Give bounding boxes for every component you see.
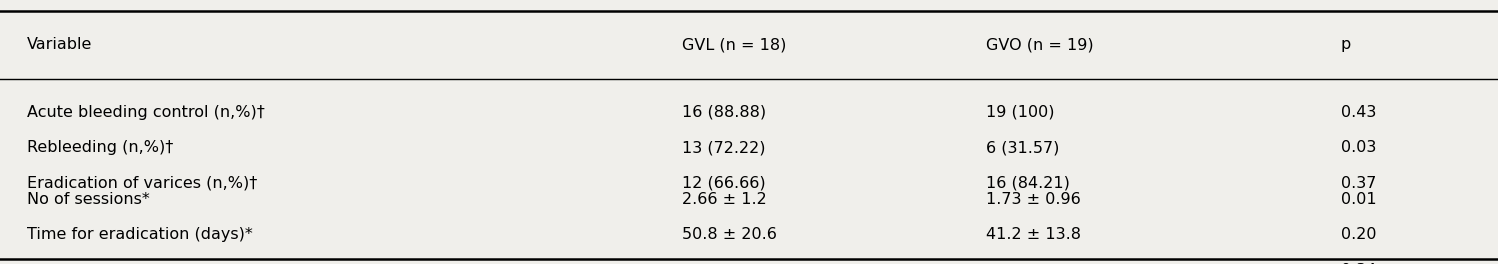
Text: 2.66 ± 1.2: 2.66 ± 1.2 [682, 192, 767, 207]
Text: 16 (84.21): 16 (84.21) [986, 176, 1070, 191]
Text: 13 (72.22): 13 (72.22) [682, 140, 765, 155]
Text: 0.34: 0.34 [1341, 263, 1377, 264]
Text: 16 (88.88): 16 (88.88) [682, 105, 765, 120]
Text: 6 (31.57): 6 (31.57) [986, 140, 1059, 155]
Text: p: p [1341, 37, 1351, 52]
Text: Acute bleeding control (n,%)†: Acute bleeding control (n,%)† [27, 105, 265, 120]
Text: No of sessions*: No of sessions* [27, 192, 150, 207]
Text: Eradication of varices (n,%)†: Eradication of varices (n,%)† [27, 176, 258, 191]
Text: 41.2 ± 13.8: 41.2 ± 13.8 [986, 228, 1080, 242]
Text: Variable: Variable [27, 37, 93, 52]
Text: 1.73 ± 0.96: 1.73 ± 0.96 [986, 192, 1080, 207]
Text: GVO (n = 19): GVO (n = 19) [986, 37, 1094, 52]
Text: Reccurence (n, %)†: Reccurence (n, %)† [27, 263, 181, 264]
Text: 14 (77.77): 14 (77.77) [682, 263, 765, 264]
Text: 0.37: 0.37 [1341, 176, 1377, 191]
Text: 0.20: 0.20 [1341, 228, 1377, 242]
Text: Rebleeding (n,%)†: Rebleeding (n,%)† [27, 140, 174, 155]
Text: 0.03: 0.03 [1341, 140, 1377, 155]
Text: 50.8 ± 20.6: 50.8 ± 20.6 [682, 228, 776, 242]
Text: GVL (n = 18): GVL (n = 18) [682, 37, 786, 52]
Text: 0.43: 0.43 [1341, 105, 1377, 120]
Text: 11 (57.89): 11 (57.89) [986, 263, 1070, 264]
Text: 19 (100): 19 (100) [986, 105, 1055, 120]
Text: Time for eradication (days)*: Time for eradication (days)* [27, 228, 253, 242]
Text: 0.01: 0.01 [1341, 192, 1377, 207]
Text: 12 (66.66): 12 (66.66) [682, 176, 765, 191]
